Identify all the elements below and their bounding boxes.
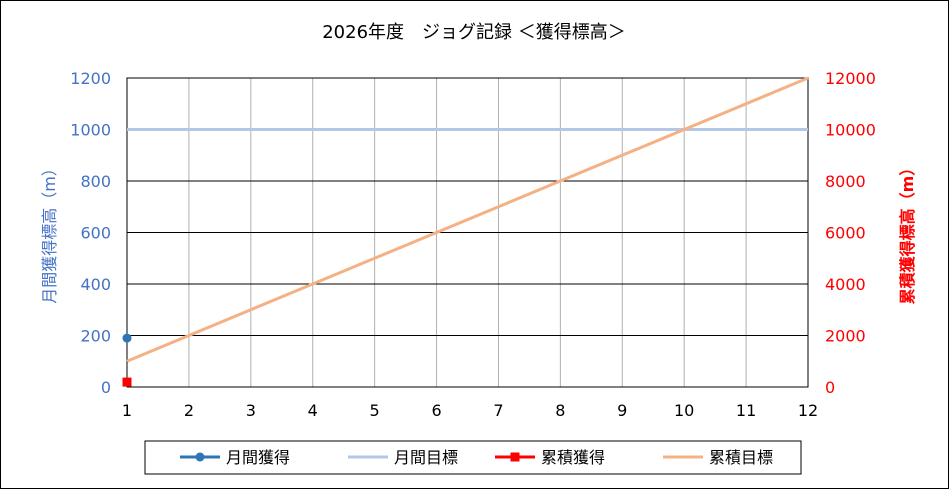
x-tick-label: 4: [308, 401, 318, 420]
x-tick-label: 10: [674, 401, 694, 420]
y-right-axis-label: 累積獲得標高（m）: [898, 160, 917, 305]
grid: [126, 77, 809, 388]
y-left-tick-label: 600: [80, 224, 111, 243]
y-right-tick-label: 10000: [825, 121, 876, 140]
x-tick-label: 1: [122, 401, 132, 420]
x-tick-label: 9: [617, 401, 627, 420]
y-right-tick-label: 0: [825, 378, 835, 397]
x-tick-label: 5: [370, 401, 380, 420]
y-left-tick-label: 1200: [70, 69, 111, 88]
chart-title: 2026年度 ジョグ記録 ＜獲得標高＞: [322, 22, 626, 43]
y-left-tick-label: 1000: [70, 121, 111, 140]
x-tick-label: 6: [431, 401, 441, 420]
legend: 月間獲得 月間目標 累積獲得 累積目標: [144, 440, 802, 475]
axes: 0200400600800100012000200040006000800010…: [70, 69, 876, 420]
y-right-tick-label: 2000: [825, 327, 866, 346]
x-tick-label: 2: [184, 401, 194, 420]
y-left-tick-label: 800: [80, 172, 111, 191]
plot-area: [126, 77, 809, 388]
y-left-tick-label: 400: [80, 275, 111, 294]
y-right-tick-label: 4000: [825, 275, 866, 294]
data-point-marker: [122, 377, 132, 387]
legend-swatch-marker: [195, 452, 205, 462]
legend-label: 累積獲得: [541, 448, 605, 467]
x-tick-label: 11: [736, 401, 756, 420]
y-left-tick-label: 0: [101, 378, 111, 397]
y-left-axis-label: 月間獲得標高（m）: [40, 160, 59, 304]
legend-label: 累積目標: [709, 448, 773, 467]
x-tick-label: 7: [493, 401, 503, 420]
x-tick-label: 3: [246, 401, 256, 420]
legend-label: 月間獲得: [226, 448, 290, 467]
y-right-tick-label: 12000: [825, 69, 876, 88]
y-left-tick-label: 200: [80, 327, 111, 346]
y-right-tick-label: 8000: [825, 172, 866, 191]
legend-swatch-marker: [510, 452, 520, 462]
series-line-4: [126, 76, 809, 363]
series-layer: [122, 76, 809, 387]
x-tick-label: 12: [798, 401, 818, 420]
y-right-tick-label: 6000: [825, 224, 866, 243]
data-point-marker: [122, 333, 132, 343]
legend-label: 月間目標: [394, 448, 458, 467]
x-tick-label: 8: [555, 401, 565, 420]
